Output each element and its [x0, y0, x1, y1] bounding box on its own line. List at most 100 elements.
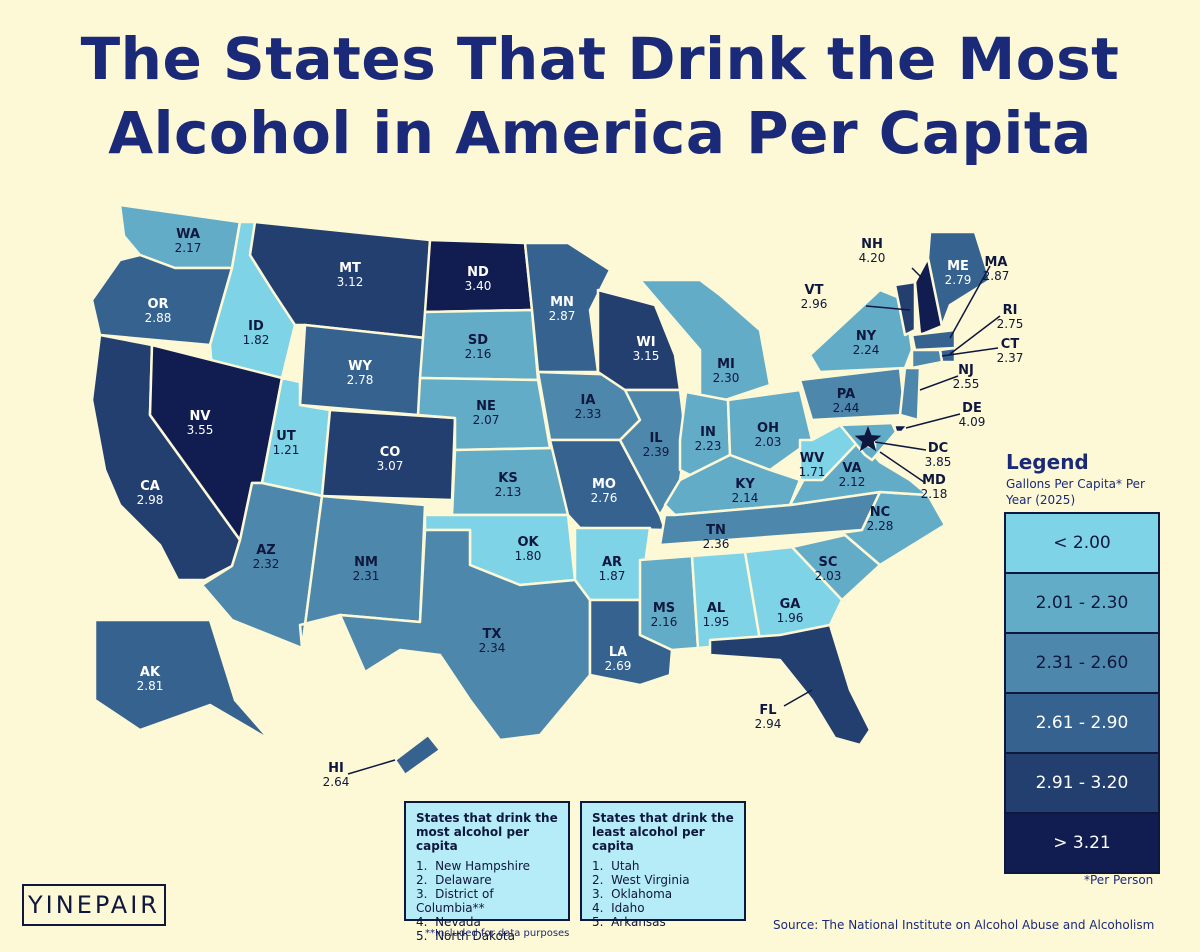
title-line-1: The States That Drink the Most — [80, 25, 1120, 93]
state-code-label: NY — [856, 329, 877, 344]
state-code-label: OH — [757, 421, 779, 436]
state-value-label: 3.12 — [337, 275, 364, 289]
state-value-label: 2.28 — [867, 519, 894, 533]
state-value-label: 2.37 — [997, 351, 1024, 365]
state-value-label: 3.15 — [633, 349, 660, 363]
leader-line-md — [879, 451, 925, 483]
state-nj — [898, 366, 922, 422]
state-value-label: 2.03 — [815, 569, 842, 583]
state-code-label: SD — [468, 333, 488, 348]
data-footnote: **Included for data purposes — [425, 928, 570, 939]
state-code-label: AR — [602, 555, 622, 570]
state-value-label: 2.17 — [175, 241, 202, 255]
state-value-label: 2.34 — [479, 641, 506, 655]
least-list-item: 2. West Virginia — [592, 873, 690, 887]
state-code-label: ND — [467, 265, 489, 280]
legend-bin-2: 2.01 - 2.30 — [1006, 574, 1158, 634]
state-value-label: 1.80 — [515, 549, 542, 563]
state-code-label: RI — [1003, 303, 1018, 318]
title-line-2: Alcohol in America Per Capita — [108, 99, 1092, 167]
state-value-label: 3.07 — [377, 459, 404, 473]
state-code-label: NE — [476, 399, 496, 414]
state-value-label: 4.09 — [959, 415, 986, 429]
state-code-label: IL — [649, 431, 662, 446]
state-code-label: ME — [947, 259, 969, 274]
state-me — [926, 230, 992, 328]
state-value-label: 2.87 — [549, 309, 576, 323]
state-code-label: DE — [962, 401, 982, 416]
state-code-label: VA — [842, 461, 861, 476]
state-value-label: 2.79 — [945, 273, 972, 287]
state-value-label: 2.55 — [953, 377, 980, 391]
most-list-heading: States that drink the most alcohol per c… — [416, 811, 558, 853]
state-code-label: MT — [339, 261, 361, 276]
state-ma — [910, 328, 957, 352]
state-value-label: 3.55 — [187, 423, 214, 437]
most-list-item: 5. North Dakota — [416, 929, 515, 943]
state-code-label: HI — [328, 761, 344, 776]
state-value-label: 2.44 — [833, 401, 860, 415]
leader-line-nh — [911, 267, 925, 281]
legend-bin-1: < 2.00 — [1006, 514, 1158, 574]
state-value-label: 2.64 — [323, 775, 350, 789]
state-code-label: NJ — [958, 363, 974, 378]
state-code-label: DC — [928, 441, 948, 456]
state-code-label: AZ — [256, 543, 276, 558]
state-code-label: MI — [717, 357, 735, 372]
state-vt — [893, 280, 917, 337]
state-value-label: 3.85 — [925, 455, 952, 469]
vinepair-logo: YINEPAIR — [22, 884, 166, 926]
state-code-label: CA — [140, 479, 160, 494]
state-code-label: GA — [780, 597, 801, 612]
source-note: Source: The National Institute on Alcoho… — [773, 918, 1155, 932]
state-code-label: LA — [609, 645, 627, 660]
most-list-item: 3. District of Columbia** — [416, 887, 494, 915]
state-value-label: 1.82 — [243, 333, 270, 347]
least-list-item: 3. Oklahoma — [592, 887, 673, 901]
least-alcohol-list: States that drink the least alcohol per … — [580, 801, 746, 929]
leader-line-ct — [941, 347, 999, 357]
state-value-label: 2.13 — [495, 485, 522, 499]
state-code-label: NC — [870, 505, 890, 520]
state-code-label: PA — [837, 387, 855, 402]
least-list-item: 1. Utah — [592, 859, 640, 873]
state-code-label: MS — [653, 601, 675, 616]
state-ms — [638, 554, 700, 652]
state-code-label: WA — [176, 227, 200, 242]
state-code-label: CT — [1001, 337, 1020, 352]
most-list-item: 2. Delaware — [416, 873, 492, 887]
state-value-label: 2.88 — [145, 311, 172, 325]
least-list-item: 4. Idaho — [592, 901, 645, 915]
state-value-label: 1.71 — [799, 465, 826, 479]
state-value-label: 2.36 — [703, 537, 730, 551]
state-code-label: KS — [498, 471, 517, 486]
state-code-label: SC — [819, 555, 838, 570]
leader-line-ma — [949, 265, 991, 339]
state-code-label: AL — [707, 601, 725, 616]
state-ak — [93, 618, 272, 742]
state-mn — [523, 241, 612, 374]
legend-box: < 2.00 2.01 - 2.30 2.31 - 2.60 2.61 - 2.… — [1004, 512, 1160, 874]
state-oh — [726, 388, 814, 472]
state-code-label: AK — [140, 665, 161, 680]
state-ga — [743, 545, 844, 642]
state-code-label: MO — [592, 477, 616, 492]
least-list-heading: States that drink the least alcohol per … — [592, 811, 734, 853]
state-value-label: 2.16 — [465, 347, 492, 361]
state-code-label: TX — [483, 627, 502, 642]
state-value-label: 2.23 — [695, 439, 722, 453]
state-value-label: 3.40 — [465, 279, 492, 293]
state-value-label: 2.96 — [801, 297, 828, 311]
legend-bin-6: > 3.21 — [1006, 814, 1158, 872]
state-code-label: WY — [348, 359, 372, 374]
state-code-label: WI — [636, 335, 655, 350]
state-value-label: 2.24 — [853, 343, 880, 357]
leader-line-dc — [874, 441, 927, 451]
leader-line-ri — [949, 315, 1001, 355]
leader-line-vt — [865, 305, 911, 311]
state-value-label: 2.39 — [643, 445, 670, 459]
state-code-label: ID — [248, 319, 264, 334]
state-mi — [638, 278, 772, 402]
state-value-label: 2.30 — [713, 371, 740, 385]
state-value-label: 4.20 — [859, 251, 886, 265]
